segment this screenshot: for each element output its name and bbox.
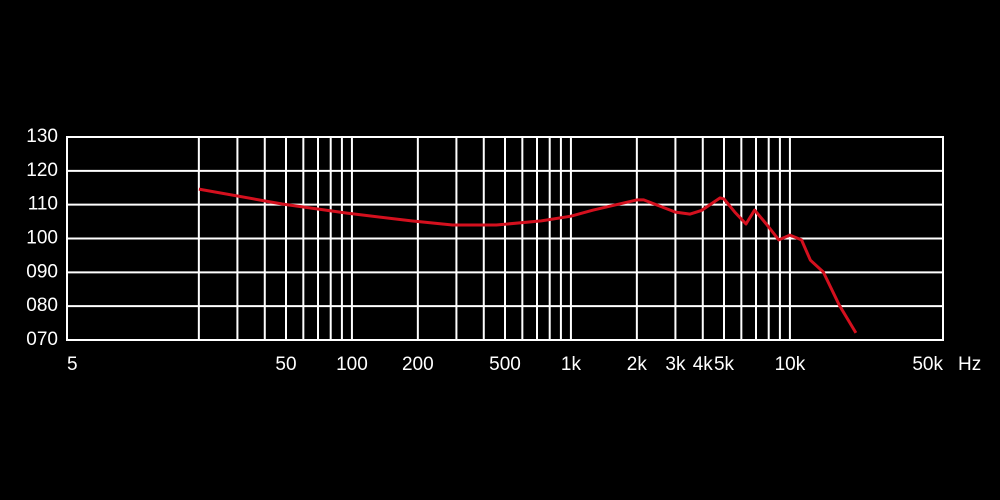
y-tick-label: 070	[26, 329, 58, 350]
x-tick-label: 10k	[775, 354, 806, 375]
x-tick-label: 500	[489, 354, 521, 375]
x-unit-label: Hz	[958, 354, 981, 375]
y-tick-label: 100	[26, 228, 58, 249]
y-tick-label: 110	[28, 194, 58, 215]
y-tick-label: 080	[26, 295, 58, 316]
y-tick-label: 120	[26, 160, 58, 181]
plot-frame	[66, 136, 944, 341]
x-tick-label: 2k	[627, 354, 648, 375]
x-tick-label: 5	[67, 354, 78, 375]
x-tick-label: 1k	[561, 354, 582, 375]
response-curve	[198, 187, 858, 334]
x-tick-label: 4k	[693, 354, 714, 375]
x-tick-label: 3k	[665, 354, 686, 375]
y-tick-label: 090	[26, 261, 58, 282]
x-tick-label: 5k	[714, 354, 735, 375]
x-tick-label: 200	[402, 354, 434, 375]
y-tick-label: 130	[26, 126, 58, 147]
x-tick-label: 100	[336, 354, 368, 375]
x-tick-label: 50k	[912, 354, 943, 375]
x-tick-label: 50	[275, 354, 296, 375]
